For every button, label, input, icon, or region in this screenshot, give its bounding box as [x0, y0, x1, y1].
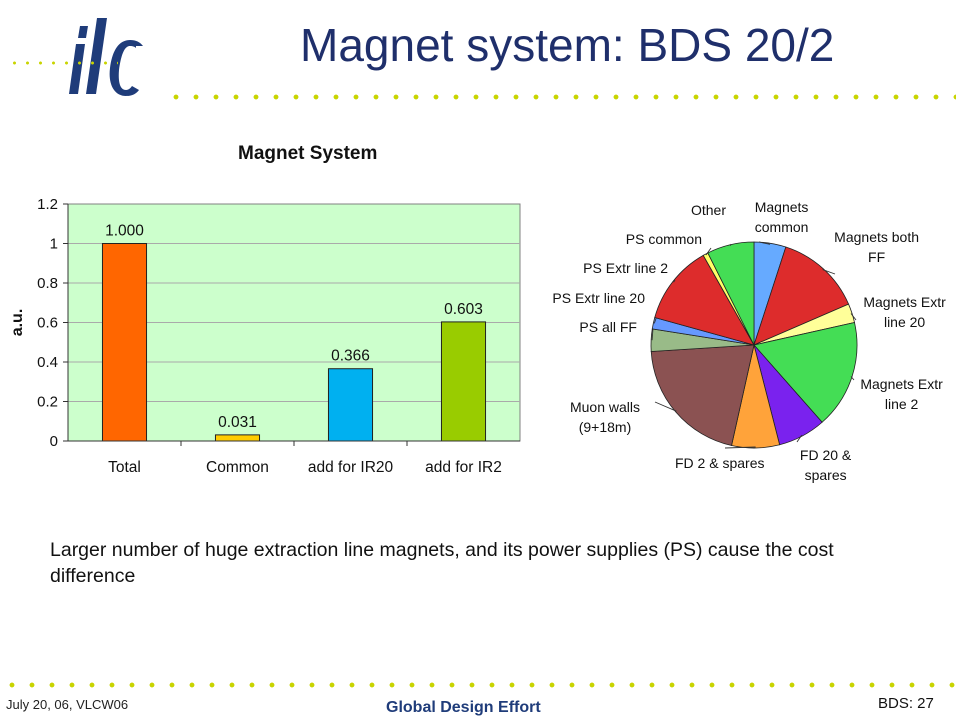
logo-dots: [8, 61, 118, 65]
pie-label: Muon walls (9+18m): [570, 399, 640, 435]
y-tick-label: 1.2: [37, 196, 58, 213]
bar: [101, 243, 148, 442]
pie-label: FD 2 & spares: [675, 455, 764, 471]
pie-label: PS Extr line 2: [583, 260, 668, 276]
leader-line: [850, 376, 855, 381]
leader-line: [758, 241, 771, 245]
pie-label: PS common: [626, 231, 702, 247]
bar-chart-title: Magnet System: [238, 143, 378, 164]
leader-line: [651, 327, 654, 341]
leader-line: [730, 243, 732, 246]
body-text: Larger number of huge extraction line ma…: [50, 539, 834, 587]
pie-label: Magnets Extr line 2: [860, 376, 943, 412]
leader-line: [705, 247, 712, 256]
y-tick-label: 0.2: [37, 394, 58, 411]
leader-line: [654, 401, 677, 412]
footer-org: Global Design Effort: [386, 699, 541, 716]
title-underline-dots: [166, 94, 956, 100]
leader-line: [724, 446, 756, 449]
pie-slice: [654, 254, 755, 346]
pie-label: Magnets common: [755, 199, 809, 235]
ilc-logo: [69, 18, 143, 96]
x-tick-label: add for IR2: [425, 459, 502, 476]
pie-chart: Magnets common Magnets both FF Magnets Extr l…: [552, 199, 946, 483]
y-tick-label: 0.8: [37, 275, 58, 292]
y-axis-label: a.u.: [9, 309, 26, 337]
bar: [214, 434, 261, 442]
footer-page-number: BDS: 27: [878, 695, 934, 712]
pie-label: FD 20 & spares: [800, 447, 852, 483]
data-label: 0.366: [331, 348, 370, 365]
y-tick-label: 1: [50, 236, 58, 253]
data-label: 0.031: [218, 414, 257, 431]
leader-line: [796, 434, 803, 443]
footer-dots: [2, 682, 957, 688]
bar: [440, 321, 487, 442]
x-tick-label: Total: [108, 459, 141, 476]
bar-chart: 0 0.2 0.4 0.6 0.8 1 1.2 a.u. 1.000 Total 0.031 Comm…: [9, 196, 521, 476]
pie-label: Magnets both FF: [834, 229, 919, 265]
leader-line: [673, 279, 676, 283]
leader-line: [822, 269, 836, 275]
bar: [327, 368, 374, 442]
pie-label: PS all FF: [579, 319, 637, 335]
pie-slice: [753, 322, 858, 423]
y-tick-label: 0.6: [37, 315, 58, 332]
footer-date: July 20, 06, VLCW06: [6, 697, 129, 712]
pie-slice: [707, 241, 755, 346]
pie-label: Other: [691, 202, 726, 218]
page-title: Magnet system: BDS 20/2: [300, 19, 835, 71]
pie-slice: [753, 246, 850, 346]
data-label: 0.603: [444, 301, 483, 318]
pie-label: PS Extr line 20: [552, 290, 645, 306]
y-tick-label: 0: [50, 433, 58, 450]
pie-label: Magnets Extr line 20: [863, 294, 946, 330]
x-tick-label: add for IR20: [308, 459, 394, 476]
y-tick-label: 0.4: [37, 354, 58, 371]
pie-slice: [650, 344, 755, 446]
leader-line: [850, 313, 857, 321]
x-tick-label: Common: [206, 459, 269, 476]
data-label: 1.000: [105, 223, 144, 240]
